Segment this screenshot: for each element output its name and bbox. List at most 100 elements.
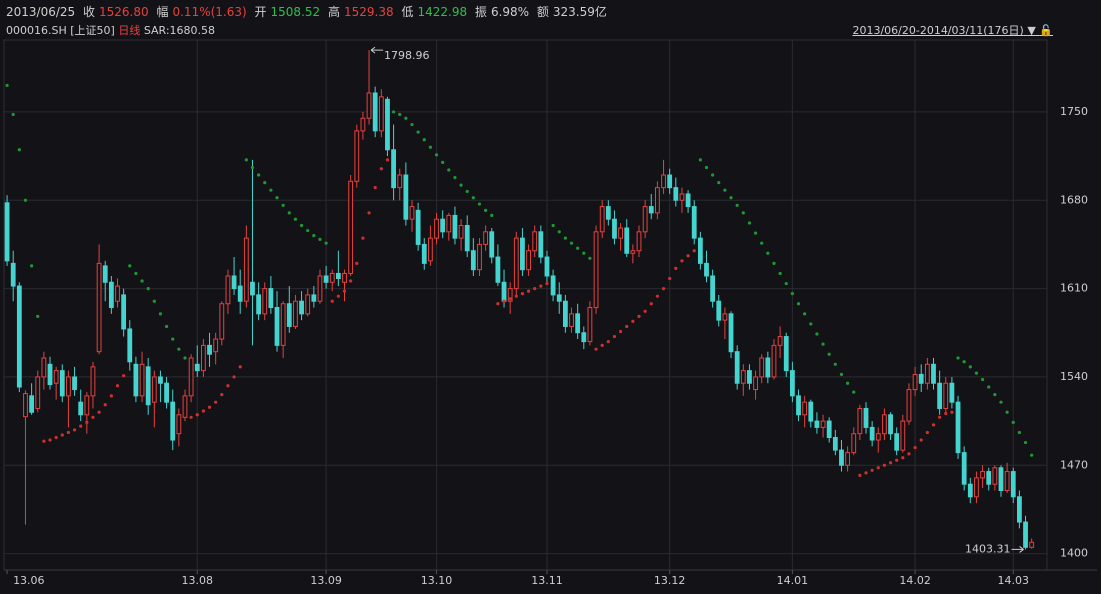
candle-body	[1023, 521, 1028, 548]
sar-dot	[618, 329, 623, 334]
sar-dot	[612, 334, 617, 339]
sar-dot	[140, 279, 144, 283]
candle-body	[1029, 541, 1035, 548]
sar-dot	[428, 145, 433, 149]
sar-dot	[637, 314, 641, 318]
sar-dot	[551, 223, 555, 228]
x-tick-label: 13.10	[421, 574, 453, 587]
candle-body	[796, 395, 801, 416]
sar-dot	[287, 211, 291, 215]
sar-dot	[870, 468, 874, 472]
candle-body	[409, 206, 415, 220]
candle-body	[342, 272, 347, 283]
candle-body	[434, 218, 439, 239]
y-tick-label: 1400	[1060, 547, 1088, 560]
sar-dot	[36, 314, 40, 318]
sar-dot	[747, 221, 752, 225]
sar-dot	[453, 175, 457, 180]
sar-dot	[416, 130, 420, 134]
sar-dot	[342, 289, 347, 293]
sar-dot	[925, 430, 929, 435]
sar-dot	[447, 168, 451, 172]
candle-body	[29, 395, 35, 413]
candle-body	[593, 231, 599, 309]
sar-dot	[993, 392, 997, 397]
label: 振	[474, 5, 487, 19]
candle-body	[237, 285, 243, 302]
sar-dot	[514, 294, 518, 298]
sar-dot	[158, 312, 163, 316]
indicator-bar: 000016.SH [上证50] 日线 SAR:1680.58	[6, 22, 215, 38]
candle-body	[4, 202, 10, 262]
sar-dot	[895, 458, 899, 462]
candle-body	[789, 370, 795, 397]
sar-dot	[839, 372, 844, 377]
candle-body	[35, 376, 41, 409]
candle-body	[164, 382, 169, 403]
date-range[interactable]: 2013/06/20-2014/03/11(176日) ▼ 🔓	[852, 22, 1053, 38]
sar-dot	[576, 246, 580, 250]
candle-body	[906, 389, 912, 422]
candle-body	[121, 294, 127, 330]
sar-dot	[649, 302, 653, 306]
sar-dot	[833, 362, 837, 366]
candle-body	[305, 294, 311, 315]
candle-body	[679, 193, 685, 201]
sar-dot	[373, 186, 377, 190]
sar-dot	[177, 347, 181, 351]
sar-dot	[723, 188, 727, 192]
sar-dot	[821, 342, 825, 346]
indicator: SAR:1680.58	[143, 24, 216, 37]
candle-body	[428, 237, 433, 262]
sar-dot	[606, 339, 610, 344]
dropdown-icon[interactable]: ▼	[1027, 24, 1036, 37]
candle-body	[323, 275, 329, 283]
candle-body	[84, 395, 90, 416]
candle-body	[685, 193, 691, 208]
sar-dot	[122, 374, 126, 378]
sar-dot	[809, 322, 813, 326]
sar-dot	[968, 365, 972, 369]
candle-body	[974, 477, 979, 498]
sar-dot	[91, 415, 95, 419]
sar-dot	[103, 403, 107, 407]
candle-body	[139, 363, 145, 397]
sar-dot	[717, 180, 721, 185]
candle-body	[231, 275, 237, 290]
candle-body	[329, 272, 335, 283]
candle-body	[243, 237, 249, 302]
sar-dot	[784, 281, 788, 286]
candle-body	[845, 452, 851, 466]
sar-dot	[232, 375, 236, 379]
candle-body	[286, 303, 292, 327]
sar-dot	[735, 203, 739, 207]
sar-dot	[962, 360, 966, 364]
sar-dot	[956, 356, 960, 360]
sar-dot	[183, 356, 187, 360]
sar-dot	[398, 112, 402, 117]
sar-dot	[1005, 410, 1009, 414]
sar-dot	[115, 384, 120, 388]
sar-dot	[30, 264, 34, 268]
sar-dot	[214, 400, 218, 404]
sar-dot	[901, 456, 905, 460]
sar-dot	[760, 241, 764, 245]
candle-body	[115, 285, 120, 302]
period[interactable]: 日线	[118, 24, 141, 37]
sar-dot	[741, 211, 745, 215]
candle-body	[299, 300, 304, 315]
candle-body	[783, 336, 789, 372]
candle-body	[777, 336, 783, 346]
candle-body	[949, 382, 955, 403]
candle-body	[507, 288, 513, 302]
sar-dot	[858, 473, 862, 477]
candle-body	[765, 357, 771, 378]
candle-body	[648, 206, 654, 214]
candle-body	[464, 225, 470, 252]
candle-body	[23, 393, 28, 418]
lock-icon[interactable]: 🔓	[1039, 24, 1053, 37]
candle-body	[826, 420, 832, 439]
candle-body	[274, 307, 280, 346]
candle-body	[188, 357, 194, 397]
x-tick-label: 13.11	[531, 574, 563, 587]
